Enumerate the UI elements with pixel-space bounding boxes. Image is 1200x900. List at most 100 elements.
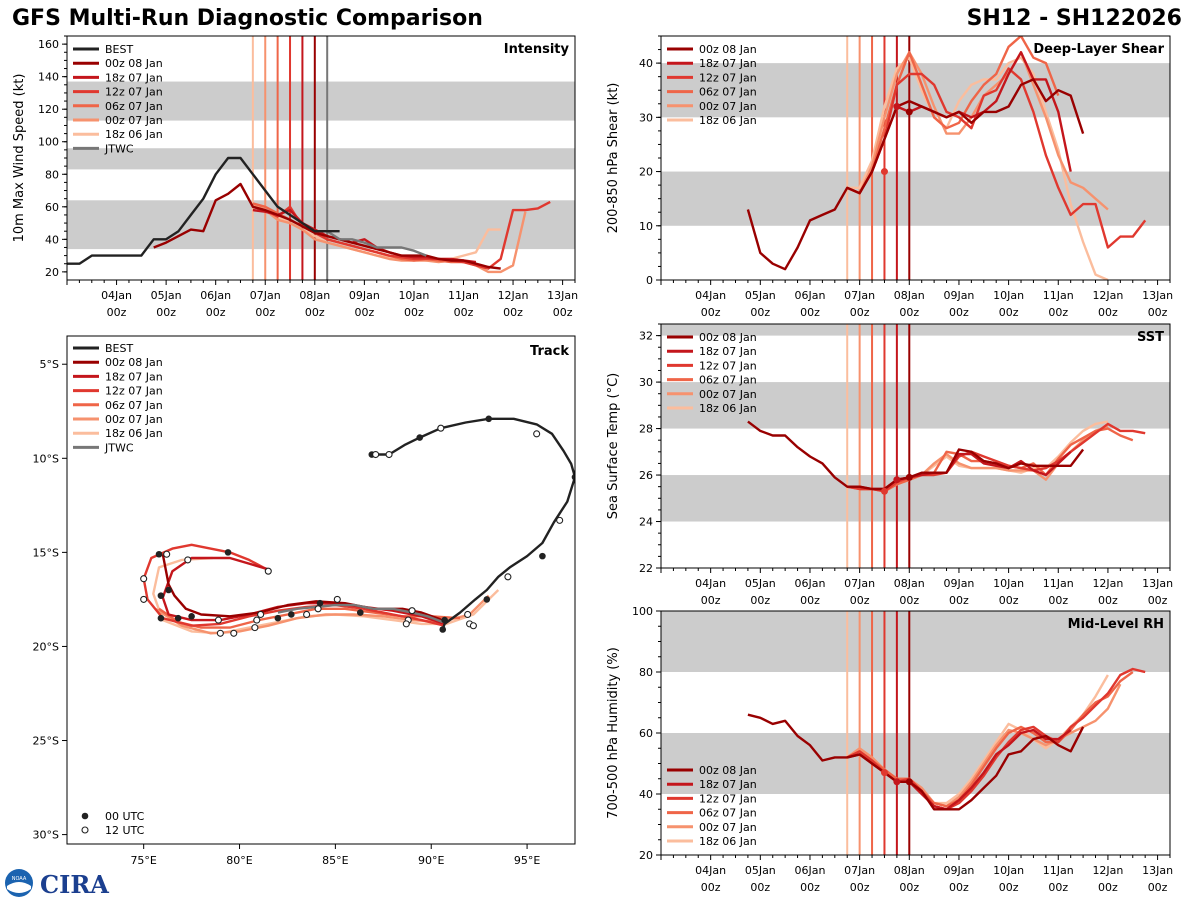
threshold-band (67, 81, 575, 121)
legend-label: 00z 07 Jan (699, 388, 757, 401)
x-tick-hour: 00z (800, 594, 820, 607)
x-tick-hour: 00z (899, 881, 919, 894)
y-tick-label: 24 (639, 516, 653, 529)
x-tick-hour: 00z (1148, 306, 1168, 319)
fix-00utc-marker (188, 613, 195, 620)
fix-12utc-marker (140, 575, 148, 583)
x-tick-date: 05Jan (745, 864, 776, 877)
x-tick-date: 13Jan (1142, 864, 1173, 877)
threshold-band (661, 324, 1170, 336)
fix-00utc-marker (155, 550, 163, 558)
y-tick-label: 40 (639, 788, 653, 801)
legend-label: 12z 07 Jan (105, 385, 163, 398)
legend-label: 00z 08 Jan (105, 356, 163, 369)
y-tick-label: 30 (639, 111, 653, 124)
y-tick-label: 20 (639, 849, 653, 862)
legend-label: 00z 08 Jan (699, 43, 757, 56)
x-tick-date: 07Jan (844, 289, 875, 302)
init-marker (893, 476, 901, 484)
x-tick-date: 08Jan (894, 577, 925, 590)
x-tick-hour: 00z (404, 306, 424, 319)
x-tick-hour: 00z (107, 306, 127, 319)
fix-12utc-marker (385, 450, 393, 459)
y-tick-label: 20 (639, 166, 653, 179)
x-tick-hour: 00z (701, 306, 721, 319)
x-tick-date: 13Jan (547, 289, 578, 302)
fix-12utc-marker (163, 550, 171, 558)
x-tick-hour: 00z (949, 881, 969, 894)
legend-label: 18z 07 Jan (699, 778, 757, 791)
fix-00utc-marker (157, 592, 165, 599)
x-tick-hour: 00z (1048, 881, 1068, 894)
x-tick-date: 07Jan (250, 289, 281, 302)
x-tick-date: 04Jan (695, 289, 726, 302)
fix-12utc-marker (464, 610, 472, 619)
legend-label: BEST (105, 342, 133, 355)
init-marker (905, 473, 913, 481)
x-tick-date: 10Jan (993, 864, 1024, 877)
legend-label: 00z 08 Jan (699, 331, 757, 344)
y-axis-label: 700-500 hPa Humidity (%) (606, 647, 621, 819)
series-line-00z-08-jan (153, 182, 501, 270)
y-tick-label: 10°S (33, 452, 59, 465)
fix-12utc-marker (408, 607, 416, 615)
series-line-00z-08-jan (747, 713, 1085, 811)
x-tick-date: 04Jan (695, 864, 726, 877)
fix-12utc-marker (257, 610, 265, 619)
sst-plot-area (661, 324, 1170, 568)
panel-title: Deep-Layer Shear (1033, 42, 1164, 57)
shear-plot-area (661, 36, 1170, 280)
y-tick-label: 140 (38, 71, 59, 84)
legend-label: 12z 07 Jan (699, 359, 757, 372)
x-tick-hour: 00z (850, 881, 870, 894)
x-tick-date: 09Jan (943, 577, 974, 590)
fix-12utc-marker (469, 622, 477, 630)
fix-12utc-marker (372, 450, 380, 459)
y-tick-label: 25°S (33, 735, 59, 748)
fix-12utc-marker (303, 610, 311, 619)
series-line-12z-07-jan (846, 67, 1147, 249)
series-line-best (67, 156, 340, 265)
intensity-panel: 20 40 60 80 100 120 140 160 04Jan 00z 05Jan 00z 06Ja… (12, 35, 578, 319)
legend-label: 12z 07 Jan (699, 792, 757, 805)
y-axis-label: 10m Max Wind Speed (kt) (12, 74, 27, 243)
legend-label: 00 UTC (105, 810, 145, 823)
x-tick-hour: 00z (899, 594, 919, 607)
x-tick-date: 09Jan (943, 864, 974, 877)
x-tick-hour: 00z (1148, 594, 1168, 607)
x-tick-hour: 00z (701, 594, 721, 607)
x-tick-date: 12Jan (498, 289, 529, 302)
figure-title: GFS Multi-Run Diagnostic Comparison (12, 6, 483, 31)
y-tick-label: 80 (45, 168, 59, 181)
series-line-00z-08-jan (746, 78, 1085, 271)
fix-12utc-marker (216, 629, 224, 637)
y-tick-label: 22 (639, 562, 653, 575)
series-line-jtwc (314, 229, 427, 257)
axes-frame (660, 323, 1171, 569)
y-tick-label: 80 (639, 666, 653, 679)
legend-label: 00z 07 Jan (105, 114, 163, 127)
x-tick-date: 11Jan (1043, 289, 1074, 302)
threshold-band (661, 382, 1170, 429)
x-tick-date: 06Jan (794, 289, 825, 302)
legend-00utc-marker (81, 812, 89, 820)
x-tick-hour: 00z (999, 306, 1019, 319)
track-panel: 75°E 80°E 85°E 90°E 95°E 5°S 10°S 15°S 20°S 25°S 3… (33, 335, 576, 867)
x-tick-date: 06Jan (794, 577, 825, 590)
x-tick-hour: 00z (255, 306, 275, 319)
noaa-seal-text: NOAA (12, 876, 27, 882)
fix-12utc-marker (264, 567, 272, 575)
legend-label: 18z 07 Jan (699, 57, 757, 70)
intensity-plot-area (67, 36, 575, 280)
init-marker (905, 108, 913, 116)
x-tick-hour: 00z (999, 881, 1019, 894)
x-tick-label: 75°E (130, 854, 156, 867)
cira-logo: NOAA CIRA (5, 869, 109, 899)
fix-00utc-marker (274, 614, 282, 622)
x-tick-date: 13Jan (1142, 289, 1173, 302)
series-line-00z-07-jan (846, 51, 1109, 211)
fix-00utc-marker (356, 609, 364, 616)
x-tick-hour: 00z (305, 306, 325, 319)
x-tick-date: 10Jan (993, 577, 1024, 590)
